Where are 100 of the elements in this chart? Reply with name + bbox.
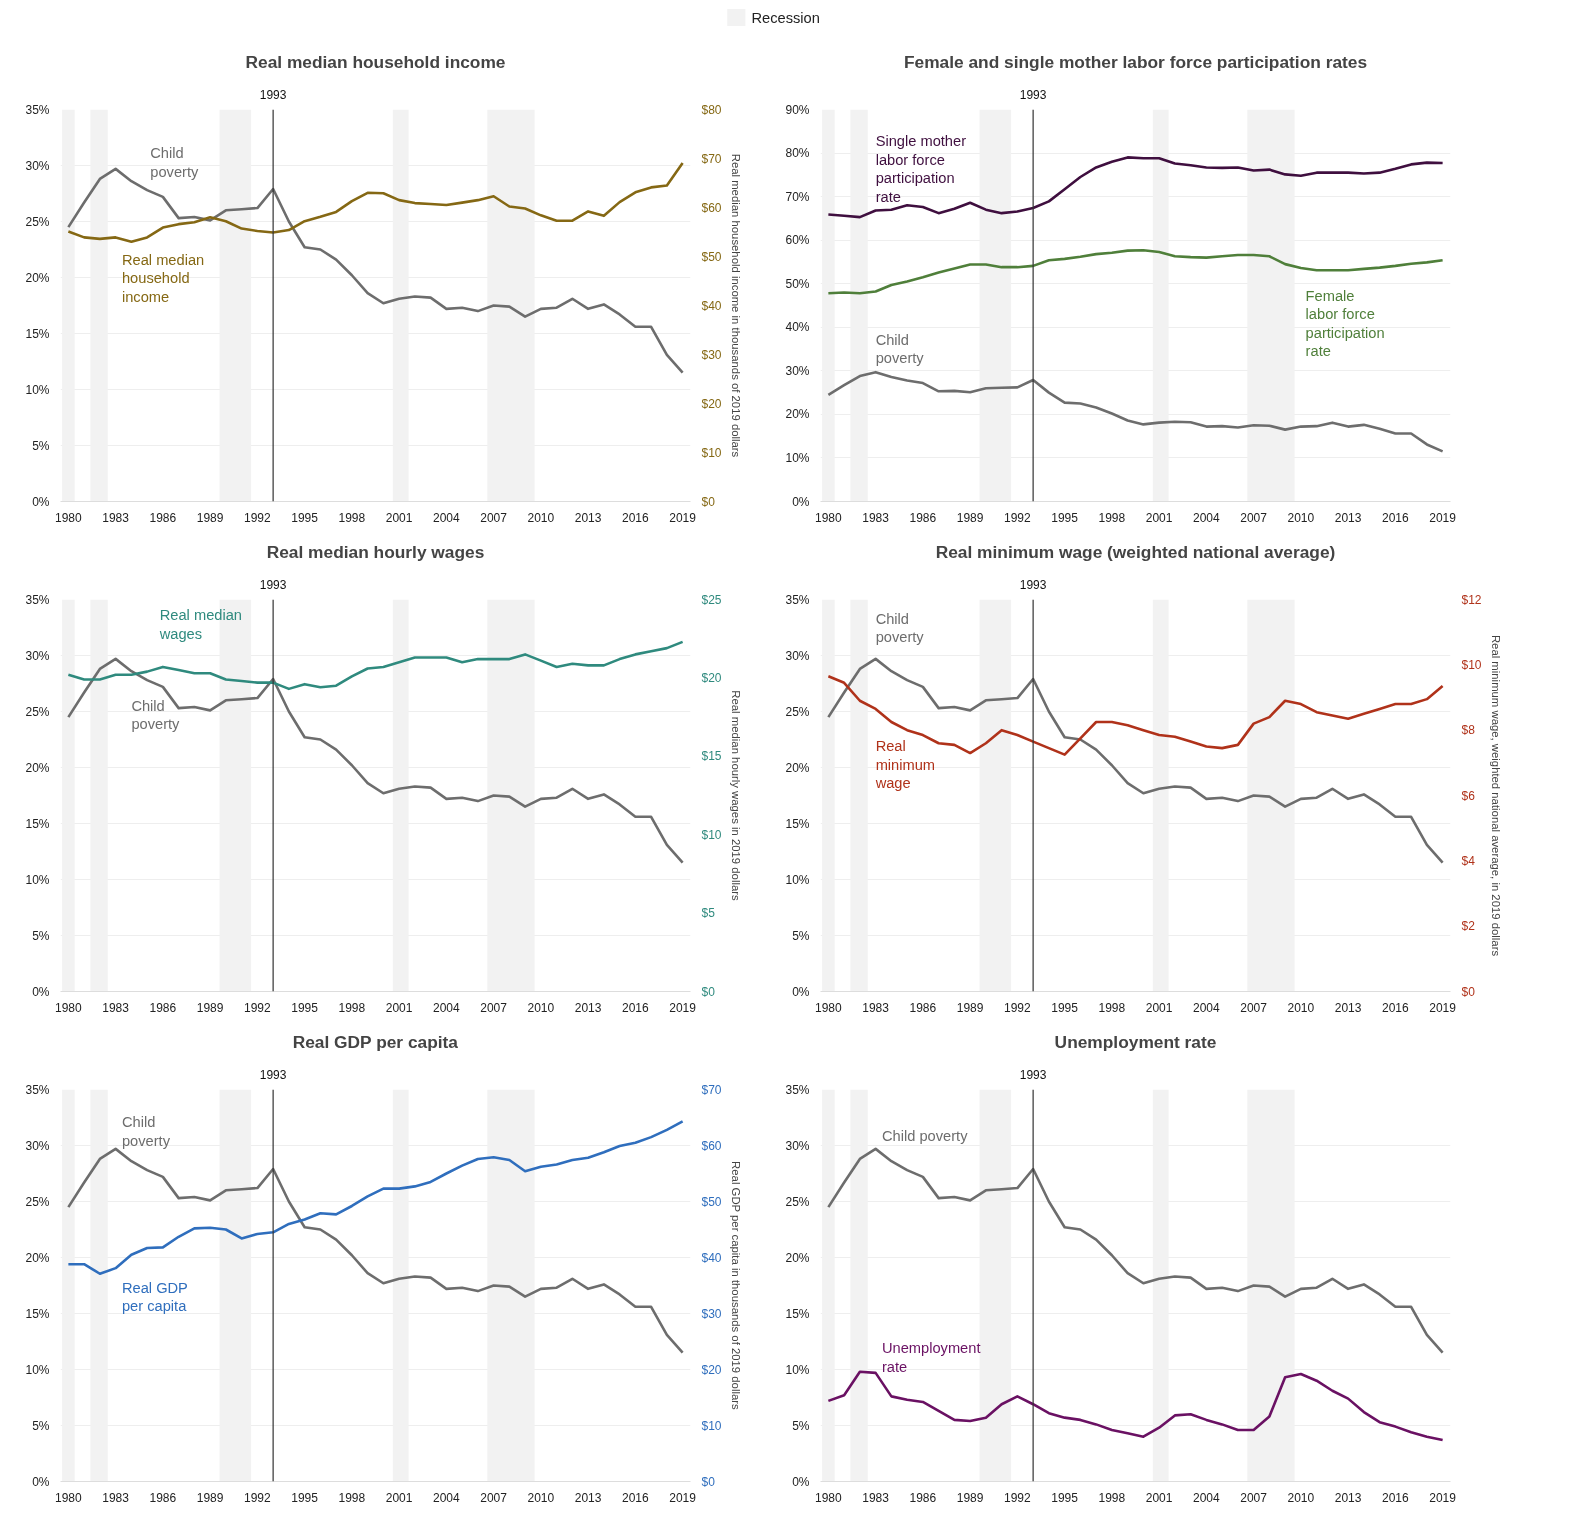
y-tick-label: 90% [785,102,810,117]
y2-axis-title: Real GDP per capita in thousands of 2019 dollars [729,1161,742,1410]
x-tick-label: 1986 [149,510,177,525]
x-tick-label: 2004 [1193,1490,1221,1505]
y-tick-label: 25% [25,704,50,719]
x-tick-label: 2019 [1429,510,1457,525]
series-label: Child poverty [150,145,200,180]
x-tick-label: 1986 [909,510,937,525]
x-tick-label: 2019 [1429,1000,1457,1015]
y-tick-label: 10% [785,450,810,465]
y2-tick-label: $0 [1461,984,1476,999]
y2-tick-label: $5 [701,906,716,921]
x-tick-label: 1992 [1004,1000,1032,1015]
x-tick-label: 1983 [102,1490,130,1505]
legend-label: Recession [751,9,820,26]
series-label: Unemployment rate [881,1340,981,1375]
y-tick-label: 15% [25,1306,50,1321]
x-tick-label: 2004 [1193,1000,1221,1015]
y-tick-label: 60% [785,233,810,248]
x-tick-label: 1980 [55,1490,83,1505]
x-tick-label: 2013 [1334,510,1362,525]
y2-tick-label: $12 [1461,592,1482,607]
x-tick-label: 2010 [527,1490,555,1505]
y2-tick-label: $0 [701,1474,716,1489]
x-tick-label: 2001 [385,1000,413,1015]
y2-tick-label: $10 [701,1418,722,1433]
x-tick-label: 2010 [527,510,555,525]
x-tick-label: 1986 [909,1000,937,1015]
y-tick-label: 10% [785,1362,810,1377]
y-tick-label: 35% [785,1082,810,1097]
y2-tick-label: $0 [701,984,716,999]
y-tick-label: 30% [785,1138,810,1153]
y-tick-label: 15% [785,816,810,831]
y-tick-label: 15% [25,326,50,341]
y-tick-label: 25% [785,704,810,719]
x-tick-label: 1995 [1051,510,1079,525]
x-tick-label: 1989 [956,510,984,525]
y-tick-label: 20% [25,760,50,775]
y-tick-label: 30% [785,363,810,378]
series-label: Child poverty [121,1114,171,1149]
y-tick-label: 5% [792,928,810,943]
x-tick-label: 2007 [1240,1490,1268,1505]
y2-tick-label: $10 [701,445,722,460]
series-label: Child poverty [875,331,925,367]
y2-tick-label: $60 [701,200,722,215]
y2-tick-label: $70 [701,1082,722,1097]
x-tick-label: 2007 [1240,1000,1268,1015]
x-tick-label: 1980 [55,1000,83,1015]
x-tick-label: 2001 [385,510,413,525]
x-tick-label: 2019 [669,1000,697,1015]
y-tick-label: 25% [785,1194,810,1209]
y-tick-label: 5% [792,1418,810,1433]
y2-axis-title: Real minimum wage, weighted national average, in 2019 dollars [1489,634,1502,957]
x-tick-label: 1980 [815,1490,843,1505]
y-tick-label: 35% [25,1082,50,1097]
x-tick-label: 2010 [1287,1000,1315,1015]
y-tick-label: 10% [25,872,50,887]
x-tick-label: 1980 [815,510,843,525]
series-label: Real median household income [121,251,205,305]
y-tick-label: 10% [785,872,810,887]
x-tick-label: 2007 [480,510,508,525]
x-tick-label: 1989 [196,1490,224,1505]
chart-title: Real median hourly wages [266,541,485,562]
y2-tick-label: $60 [701,1138,722,1153]
y2-tick-label: $30 [701,1306,722,1321]
x-tick-label: 1992 [1004,1490,1032,1505]
x-tick-label: 1983 [862,1000,890,1015]
ref-line-label: 1993 [259,577,287,592]
y-tick-label: 0% [32,984,50,999]
y-tick-label: 15% [785,1306,810,1321]
y2-tick-label: $40 [701,1250,722,1265]
x-tick-label: 2013 [574,510,602,525]
y-tick-label: 50% [785,276,810,291]
y-tick-label: 20% [25,1250,50,1265]
y-tick-label: 20% [25,270,50,285]
x-tick-label: 1986 [149,1490,177,1505]
x-tick-label: 1998 [338,1490,366,1505]
series-label: Real GDP per capita [121,1279,188,1315]
y-tick-label: 30% [25,1138,50,1153]
x-tick-label: 1998 [338,510,366,525]
y-tick-label: 15% [25,816,50,831]
x-tick-label: 2004 [1193,510,1221,525]
y-tick-label: 0% [792,494,810,509]
y2-tick-label: $70 [701,151,722,166]
ref-line-label: 1993 [1019,1067,1047,1082]
y2-tick-label: $80 [701,102,722,117]
x-tick-label: 2010 [527,1000,555,1015]
x-tick-label: 1998 [338,1000,366,1015]
chart-title: Unemployment rate [1054,1031,1217,1052]
ref-line-label: 1993 [1019,87,1047,102]
x-tick-label: 2013 [1334,1490,1362,1505]
ref-line-label: 1993 [1019,577,1047,592]
y2-tick-label: $20 [701,396,722,411]
x-tick-label: 1989 [196,510,224,525]
series-label: Child poverty [131,698,181,733]
y-tick-label: 35% [785,592,810,607]
y2-axis-title: Real median household income in thousands of 2019 dollars [729,153,742,458]
chart-title: Female and single mother labor force participation rates [903,51,1368,72]
x-tick-label: 1980 [55,510,83,525]
y-tick-label: 35% [25,102,50,117]
